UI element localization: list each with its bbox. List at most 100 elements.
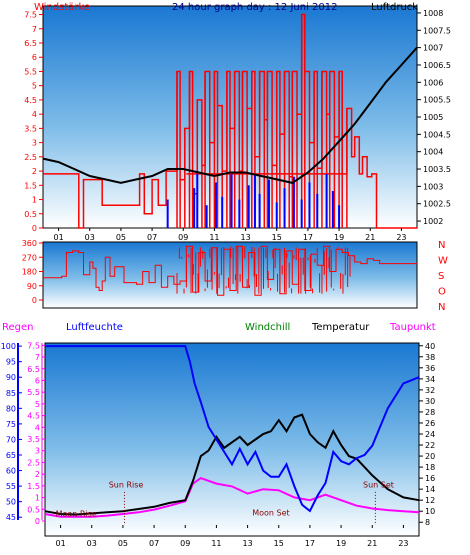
rain-y-tick-label: 1 bbox=[35, 494, 40, 503]
humidity-y-ticks: 45 50 55 60 65 70 75 80 85 90 95 100 bbox=[1, 342, 22, 522]
wind-x-tick-label: 13 bbox=[240, 233, 250, 242]
temperature-y-tick-label: 38 bbox=[425, 353, 435, 362]
windchill-label: Windchill bbox=[245, 322, 290, 333]
direction-line bbox=[43, 245, 417, 296]
wind-y-tick-label: 5 bbox=[32, 82, 37, 91]
humidity-x-tick-label: 01 bbox=[55, 539, 65, 548]
temperature-y-tick-label: 36 bbox=[425, 364, 435, 373]
astro-label: Moon Set bbox=[252, 509, 289, 518]
rain-y-tick-label: 6 bbox=[35, 376, 40, 385]
rain-y-tick-label: 1.5 bbox=[27, 482, 40, 491]
temperature-y-tick-label: 34 bbox=[425, 375, 435, 384]
humidity-x-tick-label: 15 bbox=[274, 539, 284, 548]
direction-y-tick-label: 90 bbox=[27, 282, 37, 291]
humidity-x-tick-label: 09 bbox=[180, 539, 190, 548]
temperature-label: Temperatur bbox=[311, 322, 370, 333]
humidity-x-tick-label: 07 bbox=[149, 539, 159, 548]
pressure-y-tick-label: 1005.5 bbox=[423, 96, 451, 105]
wind-bars bbox=[43, 13, 417, 229]
temperature-y-tick-label: 12 bbox=[425, 496, 435, 505]
pressure-y-tick-label: 1004.5 bbox=[423, 130, 451, 139]
rain-y-tick-label: 5.5 bbox=[27, 388, 40, 397]
pressure-y-tick-label: 1007 bbox=[423, 44, 443, 53]
humidity-line bbox=[45, 345, 420, 513]
humidity-y-tick-label: 45 bbox=[6, 513, 16, 522]
wind-y-tick-label: 5.5 bbox=[24, 67, 37, 76]
temperature-y-tick-label: 32 bbox=[425, 386, 435, 395]
wind-y-tick-label: 2 bbox=[32, 167, 37, 176]
wind-y-ticks: 0 0.5 1 1.5 2 2.5 3 3.5 4 4.5 5 5.5 6 6.5 7 7.5 bbox=[24, 11, 43, 233]
rain-y-tick-label: 3 bbox=[35, 447, 40, 456]
humidity-y-tick-label: 60 bbox=[6, 467, 16, 476]
wind-x-tick-label: 23 bbox=[396, 233, 406, 242]
temperature-y-tick-label: 22 bbox=[425, 441, 435, 450]
wind-x-tick-label: 17 bbox=[303, 233, 313, 242]
wind-y-tick-label: 0.5 bbox=[24, 210, 37, 219]
pressure-axis-title: Luftdruck bbox=[371, 2, 418, 13]
humidity-y-tick-label: 70 bbox=[6, 435, 16, 444]
rain-y-tick-label: 2 bbox=[35, 470, 40, 479]
humidity-x-tick-label: 19 bbox=[336, 539, 346, 548]
humidity-x-tick-label: 11 bbox=[211, 539, 221, 548]
rain-y-tick-label: 6.5 bbox=[27, 365, 40, 374]
humidity-x-tick-label: 03 bbox=[87, 539, 97, 548]
pressure-y-tick-label: 1008 bbox=[423, 9, 443, 18]
direction-y-ticks: 0 90 180 270 360 bbox=[22, 239, 351, 305]
temperature-y-tick-label: 20 bbox=[425, 452, 435, 461]
wind-y-tick-label: 4 bbox=[32, 110, 37, 119]
direction-plot-border bbox=[42, 241, 418, 309]
wind-y-tick-label: 6.5 bbox=[24, 39, 37, 48]
rain-label: Regen bbox=[2, 322, 34, 333]
wind-x-tick-label: 21 bbox=[365, 233, 375, 242]
rain-y-tick-label: 5 bbox=[35, 400, 40, 409]
wind-x-tick-label: 09 bbox=[178, 233, 188, 242]
compass-label: N bbox=[438, 240, 445, 251]
wind-y-tick-label: 2.5 bbox=[24, 153, 37, 162]
wind-x-tick-label: 07 bbox=[147, 233, 157, 242]
rain-y-tick-label: 0 bbox=[35, 517, 40, 526]
humidity-x-tick-label: 17 bbox=[305, 539, 315, 548]
humidity-y-tick-label: 85 bbox=[6, 389, 16, 398]
chart-title: 24 hour graph day : 12 Juni 2012 bbox=[172, 2, 338, 13]
rain-y-tick-label: 7 bbox=[35, 353, 40, 362]
rain-y-tick-label: 0.5 bbox=[27, 505, 40, 514]
pressure-y-tick-label: 1003 bbox=[423, 182, 443, 191]
humidity-y-tick-label: 65 bbox=[6, 451, 16, 460]
pressure-y-tick-label: 1007.5 bbox=[423, 26, 451, 35]
pressure-y-tick-label: 1005 bbox=[423, 113, 443, 122]
rain-y-ticks: 0 0.5 1 1.5 2 2.5 3 3.5 4 4.5 5 5.5 6 6.5 7 7.5 bbox=[27, 341, 45, 526]
humidity-y-tick-label: 55 bbox=[6, 482, 16, 491]
humidity-plot-area bbox=[45, 343, 419, 536]
rain-y-tick-label: 7.5 bbox=[27, 341, 40, 350]
rain-y-tick-label: 2.5 bbox=[27, 458, 40, 467]
wind-y-tick-label: 1.5 bbox=[24, 181, 37, 190]
wind-x-ticks: 01 03 05 07 09 11 13 15 17 19 21 23 bbox=[53, 228, 407, 242]
wind-y-tick-label: 7 bbox=[32, 25, 37, 34]
rain-y-tick-label: 4.5 bbox=[27, 412, 40, 421]
temperature-y-tick-label: 40 bbox=[425, 342, 435, 351]
wind-panel: Windstärke 24 hour graph day : 12 Juni 2… bbox=[24, 2, 451, 242]
wind-x-tick-label: 01 bbox=[53, 233, 63, 242]
wind-x-tick-label: 11 bbox=[209, 233, 219, 242]
humidity-y-tick-label: 100 bbox=[1, 342, 16, 351]
direction-y-tick-label: 0 bbox=[32, 296, 37, 305]
humidity-y-tick-label: 75 bbox=[6, 420, 16, 429]
rain-y-tick-label: 3.5 bbox=[27, 435, 40, 444]
compass-label: S bbox=[438, 271, 444, 282]
astro-annotations: Sun Rise Moon Rise Moon Set Sun Set bbox=[56, 480, 394, 525]
pressure-y-tick-label: 1002.5 bbox=[423, 200, 451, 209]
temperature-y-tick-label: 24 bbox=[425, 430, 435, 439]
humidity-y-tick-label: 95 bbox=[6, 358, 16, 367]
wind-y-tick-label: 1 bbox=[32, 196, 37, 205]
astro-label: Sun Set bbox=[363, 480, 394, 489]
humidity-panel: Regen Luftfeuchte Windchill Temperatur T… bbox=[1, 322, 436, 548]
pressure-y-tick-label: 1004 bbox=[423, 148, 443, 157]
temperature-y-tick-label: 18 bbox=[425, 463, 435, 472]
dewpoint-line bbox=[44, 476, 420, 518]
wind-y-tick-label: 6 bbox=[32, 53, 37, 62]
astro-label: Sun Rise bbox=[109, 480, 144, 489]
